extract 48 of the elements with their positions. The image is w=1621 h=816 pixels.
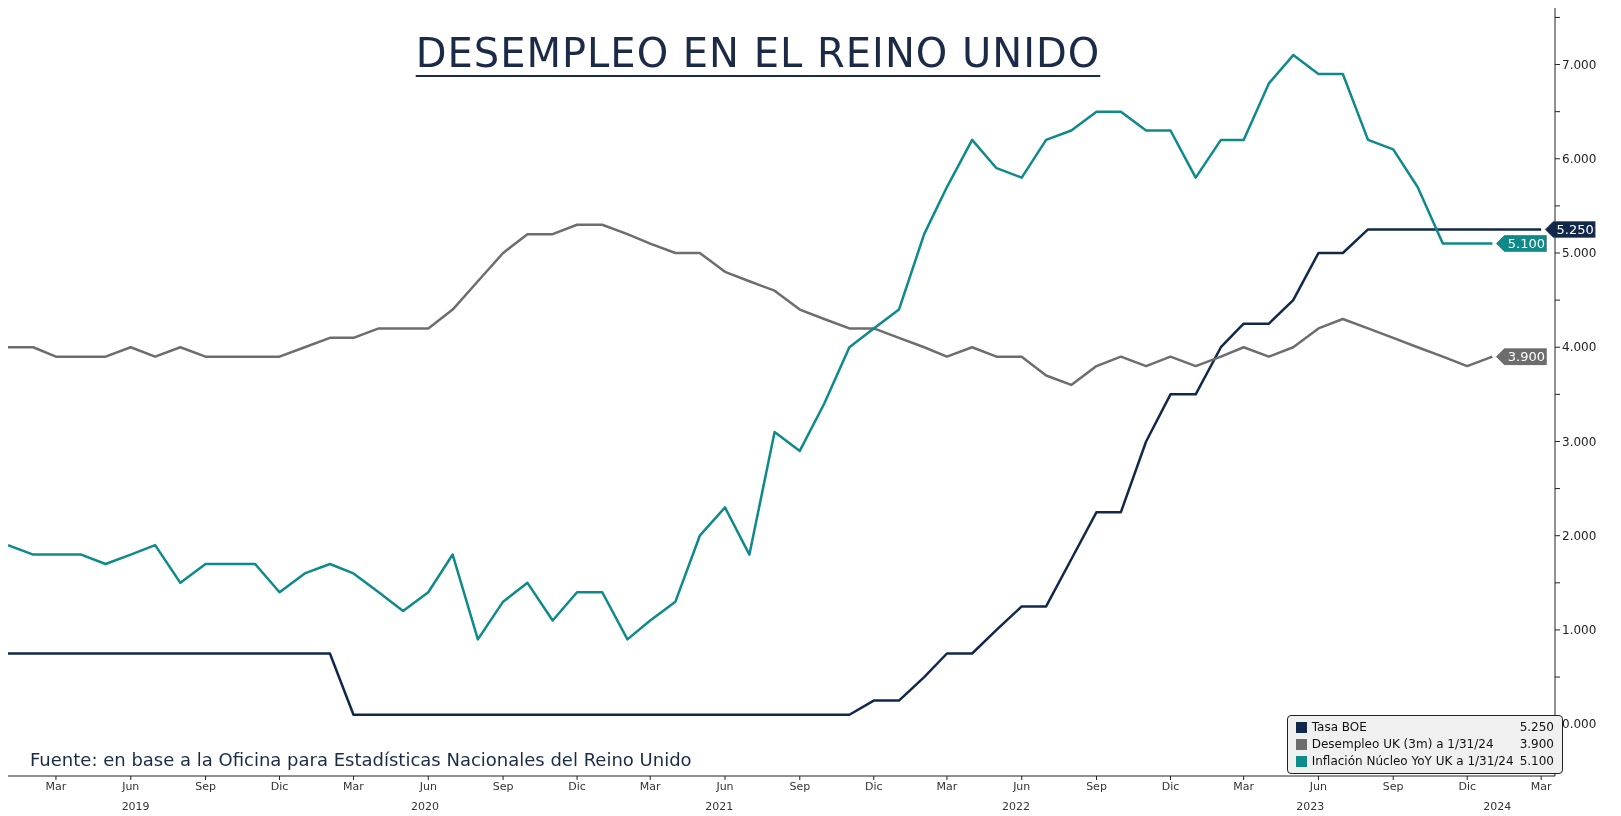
x2-tick-label: 2019 bbox=[121, 799, 150, 813]
text: DESEMPLEO EN EL REINO UNIDO bbox=[415, 30, 1101, 76]
y-tick-label: 1.000 bbox=[1562, 623, 1597, 638]
y-tick-label: 0.000 bbox=[1562, 717, 1597, 732]
text: 5.250 bbox=[1519, 720, 1554, 734]
data-label: 5.100 bbox=[1507, 236, 1546, 252]
x-tick-label: Dic bbox=[1458, 779, 1476, 793]
legend-label: Desempleo UK (3m) a 1/31/24 bbox=[1311, 736, 1495, 753]
x2-tick-label: 2021 bbox=[705, 799, 734, 813]
x-tick-label: Sep bbox=[1086, 779, 1107, 793]
y-tick-label: 3.000 bbox=[1562, 434, 1597, 449]
x-tick-label: Mar bbox=[343, 779, 365, 793]
x2-tick-label: 2020 bbox=[411, 799, 440, 813]
y-tick-label: 6.000 bbox=[1562, 152, 1597, 167]
x-tick-label: Dic bbox=[270, 779, 289, 793]
x-tick-label: Dic bbox=[864, 779, 883, 793]
x-tick-label: Dic bbox=[568, 779, 586, 793]
y-tick-label: 7.000 bbox=[1562, 57, 1597, 72]
x-tick-label: Mar bbox=[45, 779, 67, 793]
text: 5.100 bbox=[1519, 754, 1554, 768]
line-series bbox=[8, 223, 1494, 387]
x-tick-label: Sep bbox=[1382, 779, 1404, 793]
data-label: 5.250 bbox=[1556, 221, 1594, 237]
x-tick-label: Mar bbox=[1233, 779, 1255, 793]
x-tick-label: Jun bbox=[121, 779, 140, 793]
x2-tick-label: 2024 bbox=[1483, 799, 1512, 813]
x-tick-label: Jun bbox=[418, 779, 437, 793]
x-tick-label: Sep bbox=[195, 779, 216, 793]
x-tick-label: Sep bbox=[492, 779, 514, 793]
legend-label: Tasa BOE bbox=[1311, 719, 1368, 736]
text: 3.900 bbox=[1519, 737, 1554, 751]
line-series bbox=[8, 228, 1543, 716]
x-tick-label: Jun bbox=[1308, 779, 1328, 793]
x-tick-label: Mar bbox=[936, 779, 958, 793]
x2-tick-label: 2023 bbox=[1296, 799, 1325, 813]
y-tick-label: 5.000 bbox=[1562, 246, 1597, 261]
legend-label: Inflación Núcleo YoY UK a 1/31/24 bbox=[1311, 753, 1514, 770]
x-tick-label: Mar bbox=[639, 779, 662, 793]
annotation: Fuente: en base a la Oficina para Estadísticas Nacionales del Reino Unido bbox=[30, 749, 692, 770]
x-tick-label: Jun bbox=[1012, 779, 1031, 793]
x2-tick-label: 2022 bbox=[1002, 799, 1031, 813]
x-tick-label: Mar bbox=[1530, 779, 1553, 793]
x-tick-label: Dic bbox=[1161, 779, 1180, 793]
data-label: 3.900 bbox=[1507, 349, 1546, 365]
x-tick-label: Sep bbox=[789, 779, 811, 793]
x-tick-label: Jun bbox=[715, 779, 734, 793]
y-tick-label: 2.000 bbox=[1562, 528, 1597, 543]
y-tick-label: 4.000 bbox=[1562, 340, 1597, 355]
